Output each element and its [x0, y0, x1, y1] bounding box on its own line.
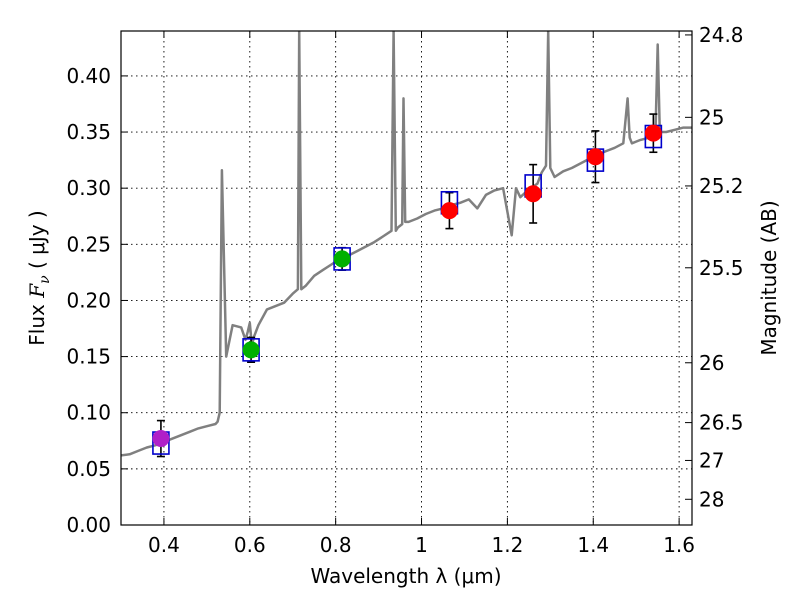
- y-tick-label: 0.00: [66, 513, 111, 537]
- x-axis: 0.4 0.6 0.8 1 1.2 1.4 1.6: [148, 31, 695, 557]
- mag-tick-label: 27: [699, 448, 724, 472]
- mag-tick-label: 26: [699, 351, 724, 375]
- observed-flux-marker: [586, 148, 604, 166]
- data-point-red: [440, 190, 459, 230]
- observed-flux-marker: [440, 202, 458, 220]
- data-point-violet: [152, 419, 170, 458]
- y2-axis-label: Magnitude (AB): [757, 200, 781, 355]
- data-point-red: [586, 130, 605, 184]
- y-axis-magnitude: 24.8 25 25.2 25.5 26 26.5 27 28: [685, 23, 744, 511]
- photometry-points: [152, 113, 663, 458]
- mag-tick-label: 25.2: [699, 174, 744, 198]
- y-tick-label: 0.35: [66, 120, 111, 144]
- plot-frame: [120, 30, 693, 526]
- x-tick-label: 1: [415, 533, 428, 557]
- x-tick-label: 1.2: [491, 533, 523, 557]
- data-point-red: [644, 113, 663, 154]
- y-tick-label: 0.25: [66, 232, 111, 256]
- y-tick-label: 0.10: [66, 401, 111, 425]
- y-tick-label: 0.20: [66, 288, 111, 312]
- x-tick-label: 0.8: [320, 533, 352, 557]
- x-tick-label: 1.4: [577, 533, 609, 557]
- grid: [121, 31, 692, 526]
- y-axis-flux: 0.00 0.05 0.10 0.15 0.20 0.25 0.30 0.35 0.40: [66, 64, 128, 537]
- observed-flux-marker: [152, 430, 170, 448]
- x-tick-label: 0.4: [148, 533, 180, 557]
- observed-flux-marker: [524, 185, 542, 203]
- data-point-green: [242, 336, 260, 364]
- y-tick-label: 0.40: [66, 64, 111, 88]
- spectrum-line: [121, 31, 692, 457]
- observed-flux-marker: [644, 124, 662, 142]
- mag-tick-label: 25: [699, 105, 724, 129]
- mag-tick-label: 25.5: [699, 256, 744, 280]
- data-point-red: [524, 163, 542, 224]
- x-tick-label: 0.6: [234, 533, 266, 557]
- x-axis-label: Wavelength λ (μm): [310, 564, 501, 588]
- data-point-green: [333, 246, 351, 271]
- mag-tick-label: 28: [699, 487, 724, 511]
- observed-flux-marker: [242, 341, 260, 359]
- x-tick-label: 1.6: [663, 533, 695, 557]
- y-tick-label: 0.05: [66, 457, 111, 481]
- y-axis-label: Flux Fν ( μJy ): [25, 210, 53, 345]
- y-tick-label: 0.30: [66, 176, 111, 200]
- mag-tick-label: 26.5: [699, 411, 744, 435]
- observed-flux-marker: [333, 250, 351, 268]
- mag-tick-label: 24.8: [699, 23, 744, 47]
- y-tick-label: 0.15: [66, 345, 111, 369]
